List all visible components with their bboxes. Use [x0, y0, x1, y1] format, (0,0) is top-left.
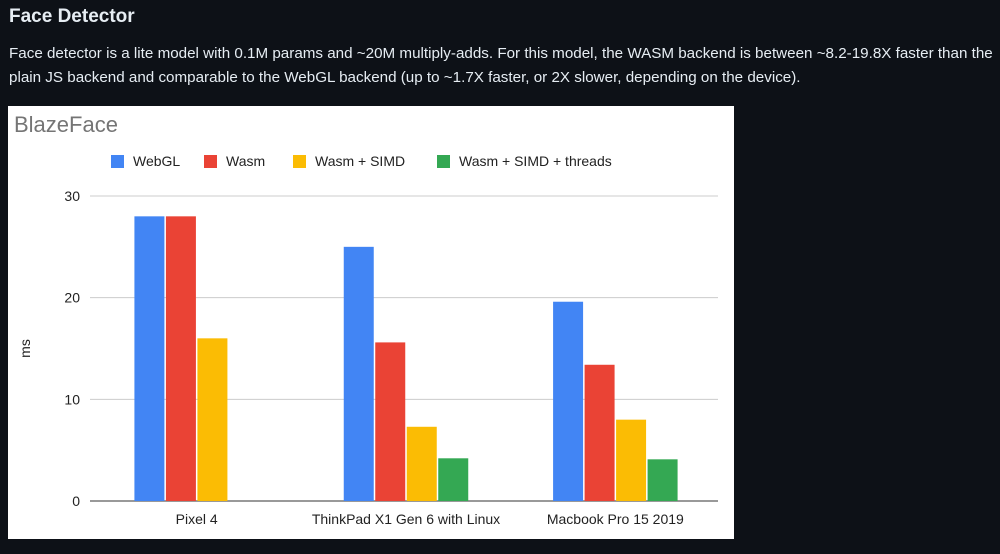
y-axis-ticks: 0 10 20 30 [64, 188, 80, 509]
chart-bars [134, 216, 678, 501]
legend-item: Wasm + SIMD [293, 153, 405, 169]
legend-item: WebGL [111, 153, 180, 169]
x-category-label: ThinkPad X1 Gen 6 with Linux [312, 511, 500, 527]
legend-swatch [111, 155, 124, 168]
bar [438, 458, 469, 501]
legend-swatch [204, 155, 217, 168]
legend-label: Wasm + SIMD [315, 153, 405, 169]
bar [584, 364, 615, 501]
y-axis-label: ms [17, 339, 33, 358]
legend-label: WebGL [133, 153, 180, 169]
legend-swatch [437, 155, 450, 168]
bar [647, 459, 678, 501]
chart-image: BlazeFace WebGL Wasm Wasm + SIMD Wasm + SIM… [8, 106, 734, 539]
y-tick-label: 20 [64, 290, 80, 306]
chart-legend: WebGL Wasm Wasm + SIMD Wasm + SIMD + thread… [111, 153, 612, 169]
bar [343, 246, 374, 501]
bar [197, 338, 228, 501]
bar [375, 342, 406, 501]
legend-item: Wasm + SIMD + threads [437, 153, 612, 169]
x-axis-categories: Pixel 4 ThinkPad X1 Gen 6 with Linux Macbo… [176, 511, 684, 527]
y-tick-label: 0 [72, 493, 80, 509]
bar [553, 301, 584, 501]
bar-chart: BlazeFace WebGL Wasm Wasm + SIMD Wasm + SIM… [14, 112, 718, 527]
legend-item: Wasm [204, 153, 265, 169]
bar [616, 419, 647, 501]
section-description: Face detector is a lite model with 0.1M … [9, 45, 993, 86]
legend-label: Wasm + SIMD + threads [459, 153, 612, 169]
bar [406, 426, 437, 501]
section-heading: Face Detector [9, 6, 135, 27]
x-category-label: Macbook Pro 15 2019 [547, 511, 684, 527]
y-tick-label: 30 [64, 188, 80, 204]
bar [134, 216, 165, 501]
x-category-label: Pixel 4 [176, 511, 218, 527]
legend-swatch [293, 155, 306, 168]
y-tick-label: 10 [64, 391, 80, 407]
chart-title: BlazeFace [14, 112, 118, 137]
legend-label: Wasm [226, 153, 265, 169]
bar [165, 216, 196, 501]
